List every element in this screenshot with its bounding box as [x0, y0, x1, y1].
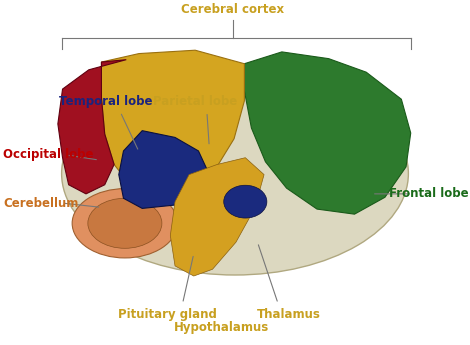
Polygon shape: [58, 60, 126, 194]
Polygon shape: [244, 52, 411, 214]
Text: Cerebellum: Cerebellum: [3, 197, 78, 209]
Text: Parietal lobe: Parietal lobe: [153, 95, 237, 108]
Text: Thalamus: Thalamus: [257, 308, 321, 321]
Polygon shape: [102, 50, 244, 195]
Ellipse shape: [72, 189, 178, 258]
Text: Temporal lobe: Temporal lobe: [59, 95, 153, 108]
Ellipse shape: [224, 185, 267, 218]
Text: Cerebral cortex: Cerebral cortex: [181, 3, 284, 16]
Text: Occipital lobe: Occipital lobe: [3, 148, 94, 161]
Ellipse shape: [88, 198, 162, 248]
Text: Pituitary gland: Pituitary gland: [118, 308, 217, 321]
Ellipse shape: [62, 72, 408, 275]
Text: Hypothalamus: Hypothalamus: [174, 321, 269, 334]
Text: Frontal lobe: Frontal lobe: [389, 187, 469, 200]
Polygon shape: [170, 158, 264, 276]
Polygon shape: [119, 131, 208, 208]
